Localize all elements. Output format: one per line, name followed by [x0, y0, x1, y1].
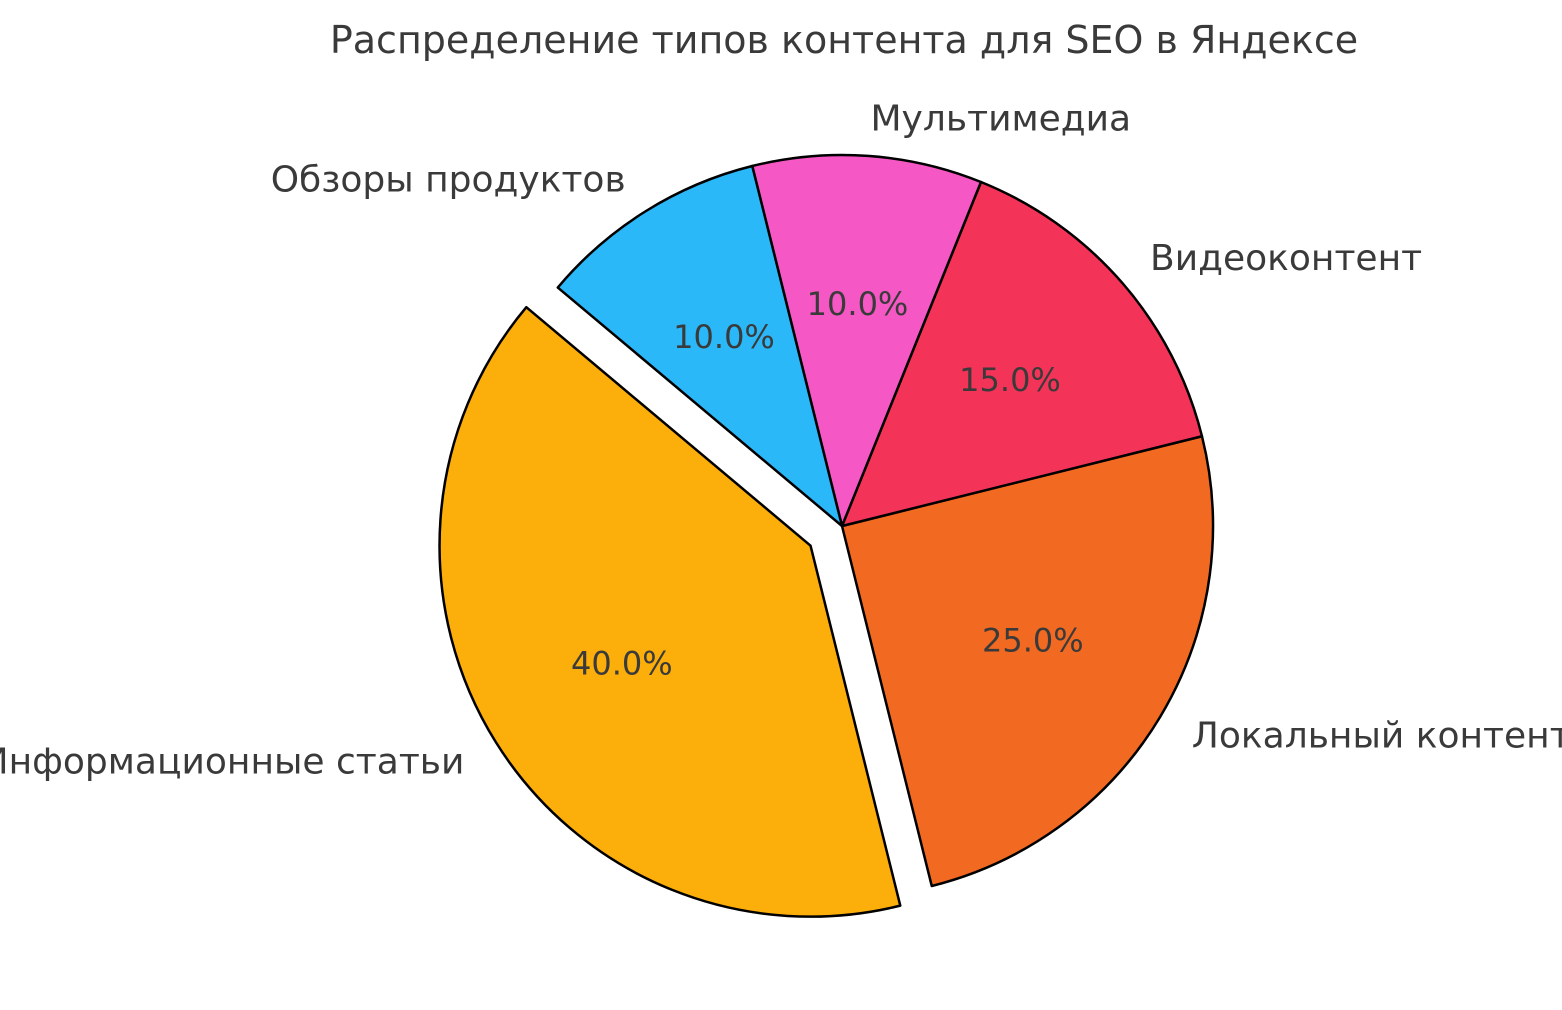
slice-label-1: Информационные статьи [0, 741, 464, 782]
pie-slice-1 [438, 305, 902, 918]
slice-percent-label-3: 15.0% [959, 361, 1061, 399]
slice-percent-label-1: 40.0% [571, 645, 673, 683]
pie-slice-3 [840, 180, 1204, 528]
slice-percent-label-4: 10.0% [807, 285, 909, 323]
pie-slice-5 [556, 164, 844, 528]
slice-label-2: Локальный контент [1192, 716, 1562, 757]
pie-slice-2 [840, 435, 1215, 888]
slice-label-3: Видеоконтент [1150, 238, 1422, 279]
slice-label-5: Обзоры продуктов [271, 159, 626, 200]
slice-percent-label-5: 10.0% [673, 318, 775, 356]
chart-title: Распределение типов контента для SEO в Я… [329, 18, 1359, 62]
slice-percent-label-2: 25.0% [982, 622, 1084, 660]
pie-slice-4 [751, 153, 983, 528]
slice-label-4: Мультимедиа [871, 98, 1132, 139]
